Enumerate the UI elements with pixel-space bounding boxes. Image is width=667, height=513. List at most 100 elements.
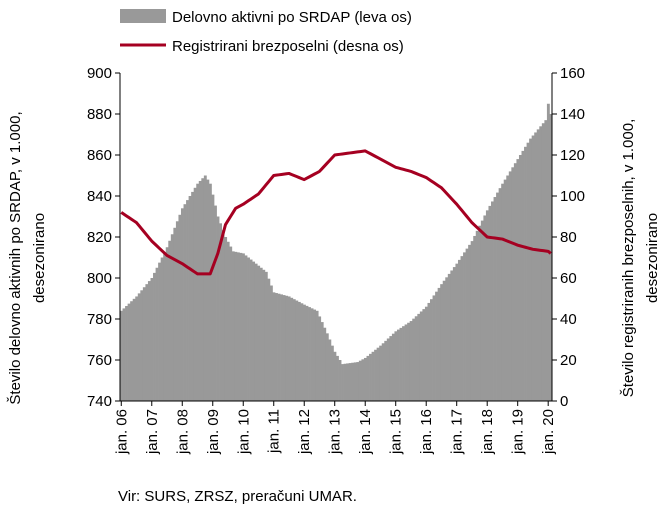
employed-column xyxy=(389,336,393,401)
employed-column xyxy=(130,301,134,401)
employed-column xyxy=(165,247,169,401)
right-tick-label: 80 xyxy=(560,229,577,246)
x-tick-label: jan. 08 xyxy=(174,409,191,455)
employed-column xyxy=(295,300,299,401)
employed-column xyxy=(452,267,456,401)
employed-column xyxy=(252,261,256,401)
employed-column xyxy=(275,293,278,401)
employed-column xyxy=(386,338,390,401)
employed-column xyxy=(308,307,311,401)
x-tick-label: jan. 20 xyxy=(540,409,557,455)
employed-column xyxy=(521,150,525,401)
employed-column xyxy=(485,210,489,401)
employed-column xyxy=(374,349,378,401)
employed-column xyxy=(419,311,423,401)
employed-column xyxy=(206,179,210,401)
employed-column xyxy=(224,237,228,401)
employed-column xyxy=(541,123,545,401)
left-tick-label: 740 xyxy=(87,393,112,410)
employed-column xyxy=(396,329,400,401)
employed-column xyxy=(468,244,472,401)
x-tick-label: jan. 12 xyxy=(296,409,313,455)
right-tick-label: 60 xyxy=(560,270,577,287)
employed-column xyxy=(351,362,355,401)
employed-column xyxy=(259,267,263,401)
employed-column xyxy=(127,303,131,402)
employed-column xyxy=(498,188,502,401)
employed-column xyxy=(341,364,344,401)
employed-column xyxy=(457,259,461,401)
employed-column xyxy=(219,223,222,401)
employed-column xyxy=(142,287,146,401)
employed-column xyxy=(333,351,337,401)
employed-column xyxy=(247,257,250,401)
employed-column xyxy=(478,225,482,401)
employed-column xyxy=(470,241,474,401)
x-tick-label: jan. 19 xyxy=(510,409,527,455)
employed-column xyxy=(178,214,182,401)
left-tick-label: 840 xyxy=(87,188,112,205)
employed-column xyxy=(424,306,428,401)
employed-column xyxy=(513,163,517,401)
right-tick-label: 160 xyxy=(560,65,585,82)
employed-column xyxy=(488,205,492,401)
employed-column xyxy=(290,297,294,401)
employed-column xyxy=(506,175,510,401)
employed-column xyxy=(493,197,497,401)
unemployed-line xyxy=(120,149,552,276)
employed-column xyxy=(320,322,324,401)
right-axis-title-line1: Število registriranih brezposelnih, v 1.… xyxy=(620,119,637,397)
employed-column xyxy=(147,281,151,401)
left-axis-title-line2: desezonirano xyxy=(31,213,48,303)
employed-column xyxy=(376,347,380,401)
employed-column xyxy=(435,291,438,401)
left-tick-label: 900 xyxy=(87,65,112,82)
employed-column xyxy=(526,142,530,401)
employed-column xyxy=(305,305,309,401)
x-tick-label: jan. 16 xyxy=(418,409,435,455)
employed-column xyxy=(158,262,162,402)
employed-column xyxy=(175,221,179,401)
employed-column xyxy=(173,227,177,401)
x-tick-label: jan. 18 xyxy=(479,409,496,455)
employed-column xyxy=(544,120,548,402)
employed-column xyxy=(186,200,189,401)
x-tick-label: jan. 13 xyxy=(327,409,344,455)
x-tick-label: jan. 11 xyxy=(266,409,283,454)
employed-column xyxy=(394,331,398,401)
employed-area-series xyxy=(120,103,553,402)
employed-column xyxy=(208,183,212,401)
employed-column xyxy=(338,360,342,401)
employed-column xyxy=(330,345,334,401)
employed-column xyxy=(160,257,164,401)
employed-column xyxy=(203,175,207,401)
employed-column xyxy=(277,293,281,401)
employed-column xyxy=(346,363,350,401)
employed-column xyxy=(399,327,403,401)
employed-column xyxy=(491,201,494,401)
employed-column xyxy=(455,263,459,401)
x-tick-label: jan. 17 xyxy=(449,409,466,455)
employed-column xyxy=(196,183,200,401)
employed-column xyxy=(511,167,515,401)
employed-column xyxy=(292,299,296,401)
left-tick-label: 760 xyxy=(87,352,112,369)
employed-column xyxy=(234,251,238,401)
x-tick-label: jan. 10 xyxy=(235,409,252,455)
x-axis-ticks: jan. 06 jan. 07 jan. 08 jan. 09 jan. 10 jan. … xyxy=(113,401,557,455)
employed-column xyxy=(440,284,444,401)
employed-column xyxy=(516,159,520,401)
employed-column xyxy=(384,340,388,401)
employed-column xyxy=(363,357,367,401)
employed-column xyxy=(214,205,217,401)
employed-column xyxy=(536,129,540,402)
left-tick-label: 780 xyxy=(87,311,112,328)
employed-column xyxy=(120,310,123,401)
employed-column xyxy=(216,216,220,401)
unemployed-line-series xyxy=(120,149,552,276)
employed-column xyxy=(445,277,449,401)
legend: Delovno aktivni po SRDAP (leva os) Regis… xyxy=(120,9,412,55)
right-tick-label: 20 xyxy=(560,352,577,369)
employed-column xyxy=(447,273,451,401)
